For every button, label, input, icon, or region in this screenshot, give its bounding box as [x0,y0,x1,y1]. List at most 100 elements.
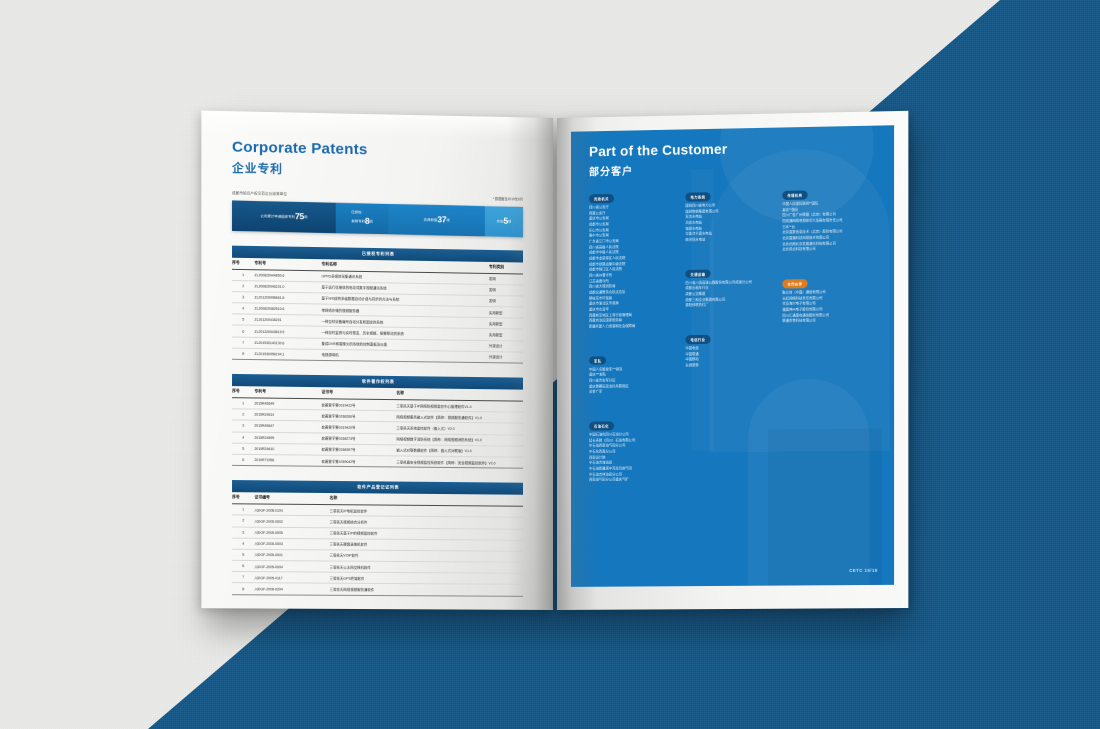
table-cell: 软著登字第1059042号 [321,455,397,468]
table-cell: 4 [232,302,255,315]
category-chip: 军队 [589,356,607,365]
table-cell: 软著登字第0268397号 [321,443,397,456]
table-cell: 川DGF-2005-0005 [254,526,330,539]
th-no: 序号 [232,257,255,270]
table-cell: 8 [232,347,255,360]
list-item: 北京视点科技有限公司 [782,247,816,252]
table-cell: 3 [232,420,255,432]
list-item: 德阳科联热杠厂 [685,303,709,308]
table-cell: ZL200820082510.6 [254,303,322,316]
table-cell: 川DGF-2005-0117 [254,571,330,584]
certification-note: 成都市知识产权示范企业培育单位 [232,190,287,196]
table-cell: 6 [232,560,255,572]
stat-label-total: 公司累计申请国家专利 [260,214,295,219]
th-sw-patent-no: 专利号 [254,386,322,399]
th-pr-cert-no: 证书编号 [254,492,330,505]
table-cell: 2 [232,280,255,292]
customer-panel: Part of the Customer 部分客户 完政机关 四川省公安厅 西藏公安… [570,125,895,587]
list-item: 联通贵带科技有限公司 [782,318,816,324]
table-cell: 实用新型 [488,306,524,319]
table-software-copyright: 软件著作权列表 序号 专利号 证书号 名称 1 2015R45649 软著登字第03… [232,373,524,469]
category-spacer [589,490,685,503]
table-cell: ZL201220043819.9 [254,325,322,338]
stat-label-utility: 实用新型 [423,217,438,222]
table-cell: 2015R45647 [254,420,322,433]
th-sw-no: 序号 [232,386,255,398]
table-cell: 川DGF-2006-0204 [254,583,330,595]
customer-category: 合作伙伴 聚立信（中国）通信有限公司 长虹网络科技责任有限公司 青岛海尔电子有限公司福… [782,271,879,325]
customer-column-right: 传媒机构 中国人民国际联网**国队 最京**国队 四川广告广州联盟（北京）有限公司 四线… [782,182,879,501]
customer-list: 聚立信（中国）通信有限公司 长虹网络科技责任有限公司 青岛海尔电子有限公司 福建神州电… [782,289,879,325]
category-chip: 石油石化 [589,421,614,431]
stat-unit-utility: 项 [446,218,450,223]
stat-label-invention: 已授权 发明专利 [351,209,365,223]
category-spacer [589,401,685,414]
table-cell: 7 [232,571,255,584]
table-cell: 2015R24599 [254,431,322,444]
table-product-registration: 软件产品登记证列表 序号 证书编号 名称 1 川DGF-2008-0104 三零凯天… [232,480,524,596]
table-cell: 3 [232,291,255,304]
customer-category: 军队 中国人名解放军***部队 重庆***部队 四川省青安军分区 重庆警察区政治标兵群政… [589,348,685,396]
data-asof-note: * 数据截至2016年6月 [492,196,524,201]
customer-title-cn: 部分客户 [589,166,634,179]
table-cell: 三零凯盾安全视频监控系统软件【简称：安全视频监控软件】V2.0 [396,455,524,469]
table-cell: 发明 [488,295,524,308]
customer-list: 四川省川滇高速公路股份有限公司成渝分公司 成都出租车行业 成都公交集团 成都三和企业集… [685,279,782,309]
category-chip: 交通运输 [685,269,711,279]
customer-category: 石油石化 中国石油化四川石油分公司 延长壳牌（四川）石油有限公司 中石油西南油气田分公… [589,413,685,483]
page-footer: CETC 15/16 [849,567,878,574]
table-cell: 3 [232,526,255,538]
table-cell: 7 [232,336,255,349]
list-item: 西南油气田分公司重庆气矿 [589,477,629,482]
note-row: 成都市知识产权示范企业培育单位 * 数据截至2016年6月 [232,191,523,201]
table-cell: 川DGF-2005-0001 [254,549,330,562]
customer-category: 传媒机构 中国人民国际联网**国队 最京**国队 四川广告广州联盟（北京）有限公司 四线… [782,182,879,253]
left-page-content: Corporate Patents 企业专利 成都市知识产权示范企业培育单位 *… [232,138,524,597]
table-cell: 软著登字第0268266号 [321,410,397,423]
table-cell: 2015R24610 [254,443,322,456]
table-cell: 川DGF-2005-0003 [254,537,330,550]
th-sw-cert-no: 证书号 [321,387,397,400]
customer-list: 中国石油化四川石油分公司 延长壳牌（四川）石油有限公司 中石油西南油气田分公司 中石化… [589,432,685,484]
table-cell: 8 [232,583,255,595]
table-cell: 1 [232,397,255,410]
customer-list: 四川省公安厅 西藏公安厅 重庆市公安局 成都市公安局 乐山市公安局 雅中市公安局 广东省江门… [589,204,685,330]
table-cell: 4 [232,431,255,444]
customer-list: 中国人民国际联网**国队 最京**国队 四川广告广州联盟（北京）有限公司 四线通网络电… [782,200,879,253]
table-cell: 2 [232,515,255,527]
page-title-en: Corporate Patents [232,138,368,159]
table-cell: 外观设计 [488,351,524,364]
customer-column-left: 完政机关 四川省公安厅 西藏公安厅 重庆市公安局 成都市公安局 乐山市公安局 雅中市公安局广… [589,186,685,503]
stat-unit-total: 项 [303,215,308,220]
table-cell: 发明 [488,272,524,285]
list-item: 长城宽带 [685,363,699,368]
th-patent-no: 专利号 [254,257,322,271]
table-cell: 5 [232,549,255,561]
table-cell: 三零凯天网络视频服务通软件 [329,583,524,596]
list-item: 映河坝水电站 [685,237,706,242]
customer-list: 中国电信 中国联通 中国移动 长城宽带 [685,345,782,369]
table-cell: 发明 [488,284,524,296]
open-brochure: Corporate Patents 企业专利 成都市知识产权示范企业培育单位 *… [201,110,916,630]
table-row: 8 川DGF-2006-0204 三零凯天网络视频服务通软件 [232,583,524,596]
stat-segment-utility: 实用新型37项 [388,203,485,236]
stat-segment-total: 公司累计申请国家专利75项 [232,200,336,233]
table-row: 6 2015R71956 软著登字第1059042号 三零凯盾安全视频监控系统软件【简… [232,454,524,469]
customer-column-mid: 电力系统 国网四川省电力公司 国网物资集团有限公司 双流水电站 凤凰水电站 锦屏水电站 华能… [685,184,782,502]
table-cell: 川DGF-2005-0002 [254,515,330,528]
category-chip: 传媒机构 [782,190,808,200]
table-cell: 6 [232,454,255,466]
stat-unit-invention: 项 [369,218,373,223]
table-cell: 实用新型 [488,317,524,330]
table-cell: 5 [232,314,255,326]
customer-list: 中国人名解放军***部队 重庆***部队 四川省青安军分区 重庆警察区政治标兵群政区总… [589,366,685,396]
table-cell: 1 [232,268,255,281]
patent-stats-bar: 公司累计申请国家专利75项 已授权 发明专利8项 实用新型37项 外观5项 [232,200,524,237]
stat-value-total: 75 [294,210,304,222]
table-cell: 1 [232,503,255,516]
stat-value-utility: 37 [437,213,447,225]
table-cell: 软著登字第0268273号 [321,432,397,445]
th-patent-type: 专利类别 [488,261,524,274]
customer-category: 电力系统 国网四川省电力公司 国网物资集团有限公司 双流水电站 凤凰水电站 锦屏水电站 华能… [685,184,782,244]
customer-columns: 完政机关 四川省公安厅 西藏公安厅 重庆市公安局 成都市公安局 乐山市公安局 雅中市公安局广… [589,182,880,503]
